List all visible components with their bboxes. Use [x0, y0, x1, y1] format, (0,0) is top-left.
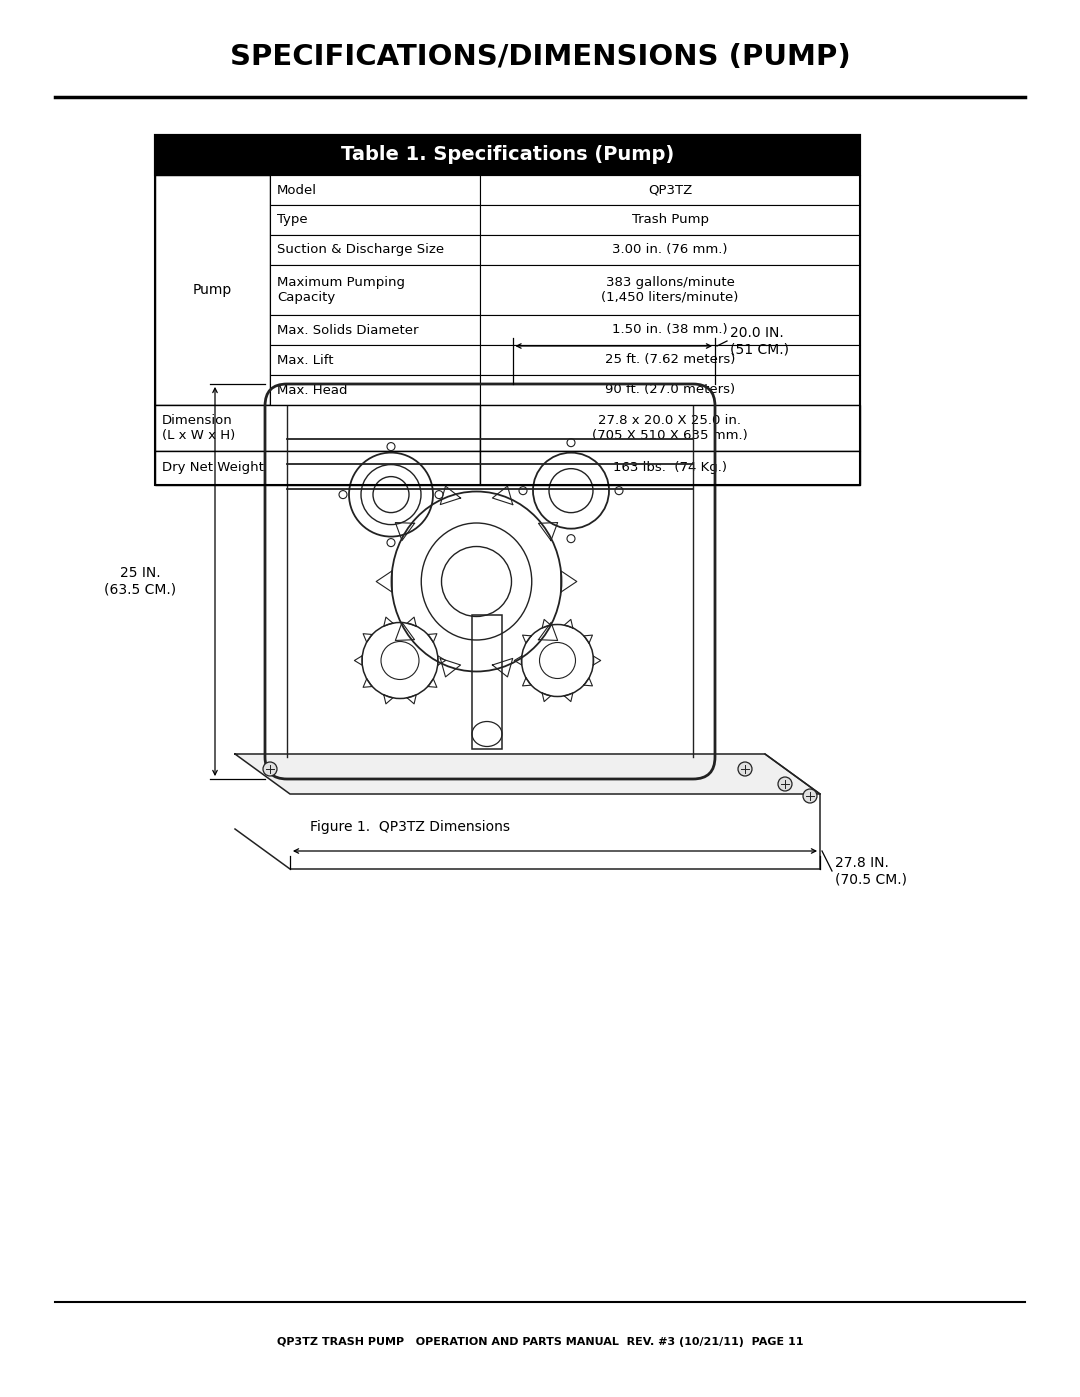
- Bar: [480, 345, 860, 374]
- Text: Maximum Pumping
Capacity: Maximum Pumping Capacity: [276, 277, 405, 305]
- Text: SPECIFICATIONS/DIMENSIONS (PUMP): SPECIFICATIONS/DIMENSIONS (PUMP): [230, 43, 850, 71]
- Bar: [156, 136, 860, 485]
- Bar: [480, 235, 860, 265]
- Bar: [270, 345, 480, 374]
- Bar: [480, 175, 860, 205]
- Bar: [480, 205, 860, 235]
- Text: Max. Solids Diameter: Max. Solids Diameter: [276, 324, 419, 337]
- Bar: [270, 235, 480, 265]
- Circle shape: [738, 761, 752, 775]
- Text: 1.50 in. (38 mm.): 1.50 in. (38 mm.): [612, 324, 728, 337]
- Text: Dry Net Weight: Dry Net Weight: [162, 461, 264, 475]
- Bar: [480, 314, 860, 345]
- Text: 25 ft. (7.62 meters): 25 ft. (7.62 meters): [605, 353, 735, 366]
- Text: Table 1. Specifications (Pump): Table 1. Specifications (Pump): [341, 145, 674, 165]
- Text: Max. Lift: Max. Lift: [276, 353, 334, 366]
- Bar: [270, 374, 480, 405]
- Circle shape: [778, 777, 792, 791]
- Text: Type: Type: [276, 214, 308, 226]
- Bar: [270, 265, 480, 314]
- Text: Trash Pump: Trash Pump: [632, 214, 708, 226]
- Text: 27.8 x 20.0 X 25.0 in.
(705 X 510 X 635 mm.): 27.8 x 20.0 X 25.0 in. (705 X 510 X 635 …: [592, 414, 747, 441]
- Text: 25 IN.
(63.5 CM.): 25 IN. (63.5 CM.): [104, 566, 176, 597]
- Text: 383 gallons/minute
(1,450 liters/minute): 383 gallons/minute (1,450 liters/minute): [602, 277, 739, 305]
- Text: Dimension
(L x W x H): Dimension (L x W x H): [162, 414, 235, 441]
- Text: Model: Model: [276, 183, 318, 197]
- Bar: [270, 314, 480, 345]
- Text: Suction & Discharge Size: Suction & Discharge Size: [276, 243, 444, 257]
- Bar: [480, 374, 860, 405]
- Bar: [270, 175, 480, 205]
- Circle shape: [264, 761, 276, 775]
- Bar: [270, 205, 480, 235]
- Text: 27.8 IN.
(70.5 CM.): 27.8 IN. (70.5 CM.): [835, 856, 907, 886]
- Text: 20.0 IN.
(51 CM.): 20.0 IN. (51 CM.): [730, 326, 789, 356]
- Bar: [480, 405, 860, 451]
- Bar: [156, 405, 480, 451]
- Text: 3.00 in. (76 mm.): 3.00 in. (76 mm.): [612, 243, 728, 257]
- Bar: [156, 136, 860, 175]
- Bar: [156, 451, 480, 485]
- Bar: [480, 265, 860, 314]
- Bar: [472, 615, 502, 749]
- Polygon shape: [235, 754, 820, 793]
- Text: Max. Head: Max. Head: [276, 384, 348, 397]
- Circle shape: [804, 789, 816, 803]
- Bar: [156, 175, 270, 405]
- Text: QP3TZ: QP3TZ: [648, 183, 692, 197]
- Text: Figure 1.  QP3TZ Dimensions: Figure 1. QP3TZ Dimensions: [310, 820, 510, 834]
- Text: 163 lbs.  (74 Kg.): 163 lbs. (74 Kg.): [613, 461, 727, 475]
- Text: Pump: Pump: [193, 284, 232, 298]
- Text: QP3TZ TRASH PUMP   OPERATION AND PARTS MANUAL  REV. #3 (10/21/11)  PAGE 11: QP3TZ TRASH PUMP OPERATION AND PARTS MAN…: [276, 1337, 804, 1347]
- Bar: [480, 451, 860, 485]
- Text: 90 ft. (27.0 meters): 90 ft. (27.0 meters): [605, 384, 735, 397]
